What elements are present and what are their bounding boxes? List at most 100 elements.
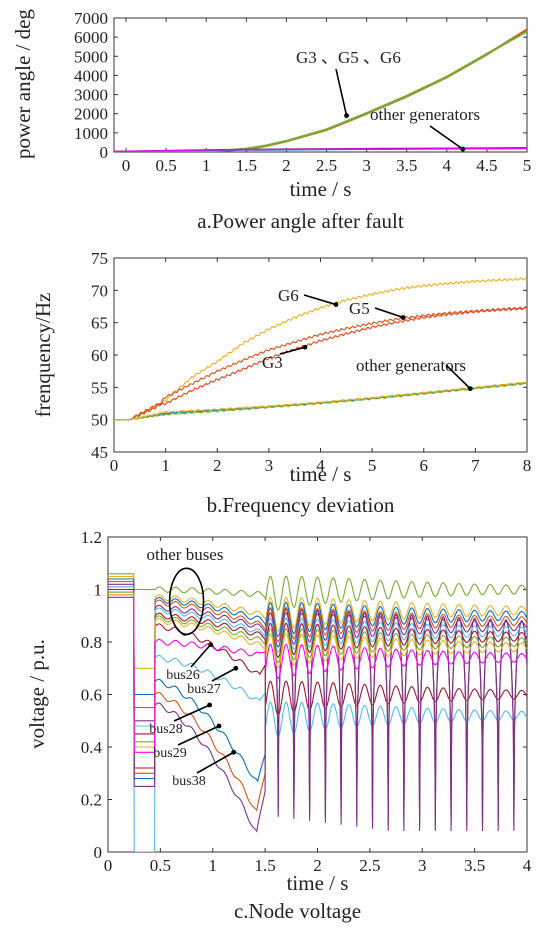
series-line-curve-10	[108, 586, 527, 727]
chart-panel-0: 0 0.5 1 1.5 2 2.5 3 3.5 4 4.5 50100020003000400050…	[11, 9, 531, 233]
annotation-label: bus27	[187, 682, 220, 697]
x-tick-label: 6	[420, 456, 429, 475]
series-line-curve-5	[108, 573, 527, 611]
annotation-leader	[211, 667, 237, 682]
y-tick-label: 2000	[74, 105, 108, 124]
x-tick-label: 3.5	[464, 856, 485, 875]
y-tick-label: 0	[94, 843, 103, 862]
chart-panel-2: 0 0.5 1 1.5 2 2.5 3 3.5 4 0 0.2 0.4 0.6 0.8 1 1.2 time /…	[25, 528, 532, 923]
series-line-curve-8	[108, 581, 527, 709]
x-tick-label: 7	[471, 456, 480, 475]
y-tick-label: 0.4	[81, 738, 103, 757]
x-tick-label: 8	[523, 456, 532, 475]
annotation-label: bus38	[172, 774, 205, 789]
annotation-label: bus29	[153, 746, 186, 761]
x-tick-label: 5	[523, 156, 532, 175]
y-tick-label: 70	[91, 281, 108, 300]
annotation-marker	[207, 702, 213, 708]
panel-caption: b.Frequency deviation	[207, 493, 395, 517]
annotation-marker	[208, 642, 214, 648]
x-tick-label: 2	[282, 156, 291, 175]
series-line-curve-4	[114, 147, 527, 152]
annotation-leader	[190, 644, 212, 668]
x-tick-label: 1	[209, 856, 218, 875]
y-tick-label: 0.2	[81, 791, 102, 810]
annotation-marker	[302, 344, 308, 350]
x-tick-label: 1.5	[255, 856, 276, 875]
y-tick-label: 55	[91, 378, 108, 397]
annotation-leader	[429, 125, 464, 150]
series-line-G6	[114, 277, 527, 421]
series-line-curve-12	[108, 591, 527, 743]
other-buses-ellipse	[168, 567, 205, 636]
series-line-curve-11	[108, 588, 527, 735]
y-tick-label: 45	[91, 443, 108, 462]
annotation-label: other generators	[356, 356, 466, 375]
y-tick-label: 0	[100, 143, 109, 162]
annotation-label: other generators	[370, 105, 480, 124]
x-tick-label: 2.5	[359, 856, 380, 875]
annotation-label: other buses	[147, 545, 224, 564]
x-axis-label: time / s	[290, 462, 352, 486]
x-tick-label: 4	[523, 856, 532, 875]
y-tick-label: 7000	[74, 9, 108, 28]
x-tick-label: 4	[443, 156, 452, 175]
series-line-curve-1	[114, 30, 527, 152]
annotation-marker	[344, 113, 349, 119]
y-tick-label: 0.8	[81, 633, 102, 652]
annotation-marker	[231, 749, 237, 755]
x-tick-label: 2	[213, 456, 222, 475]
y-tick-label: 1.2	[81, 528, 102, 547]
annotation-leader	[445, 364, 471, 390]
annotation-marker	[460, 146, 466, 152]
series-line-bus27	[108, 588, 527, 852]
annotation-marker	[467, 386, 473, 392]
y-tick-label: 5000	[74, 47, 108, 66]
annotation-leader	[279, 346, 306, 355]
y-axis-label: voltage / p.u.	[25, 639, 49, 749]
x-tick-label: 0	[122, 156, 131, 175]
annotation-leader	[173, 704, 210, 722]
annotation-leader	[335, 68, 348, 116]
annotation-label: G3	[262, 353, 283, 372]
annotation-label: G3 、G5 、G6	[296, 48, 401, 67]
series-line-bus38	[108, 596, 527, 833]
series-line-curve-9	[108, 583, 527, 722]
series-line-curve-14	[108, 596, 527, 753]
series-line-curve-13	[108, 594, 527, 748]
x-tick-label: 3	[265, 456, 274, 475]
y-tick-label: 4000	[74, 66, 108, 85]
x-tick-label: 0.5	[156, 156, 177, 175]
panel-caption: a.Power angle after fault	[197, 209, 404, 233]
x-tick-label: 0	[104, 856, 113, 875]
x-axis-label: time / s	[287, 871, 349, 895]
annotation-marker	[333, 302, 339, 307]
y-axis-label: power angle / deg	[11, 9, 35, 159]
x-tick-label: 1	[161, 456, 170, 475]
panel-caption: c.Node voltage	[234, 899, 361, 923]
annotation-leader	[177, 725, 220, 746]
annotation-leader	[196, 751, 235, 774]
y-tick-label: 50	[91, 411, 108, 430]
y-axis-label: frenquency/Hz	[31, 293, 55, 418]
annotation-leader	[303, 294, 337, 306]
annotation-label: bus26	[166, 668, 199, 683]
x-tick-label: 2.5	[316, 156, 337, 175]
x-tick-label: 3.5	[396, 156, 417, 175]
y-tick-label: 3000	[74, 86, 108, 105]
plot-frame	[113, 17, 528, 153]
annotation-marker	[233, 665, 239, 671]
annotation-marker	[216, 723, 222, 729]
y-tick-label: 1	[94, 581, 103, 600]
y-tick-label: 60	[91, 346, 108, 365]
annotation-label: bus28	[149, 722, 182, 737]
y-tick-label: 65	[91, 314, 108, 333]
x-tick-label: 5	[368, 456, 377, 475]
series-line-curve-5	[114, 381, 527, 421]
annotation-leader	[374, 307, 404, 319]
series-line-curve-7	[108, 578, 527, 696]
y-tick-label: 75	[91, 249, 108, 268]
series-line-curve-6	[108, 575, 527, 669]
